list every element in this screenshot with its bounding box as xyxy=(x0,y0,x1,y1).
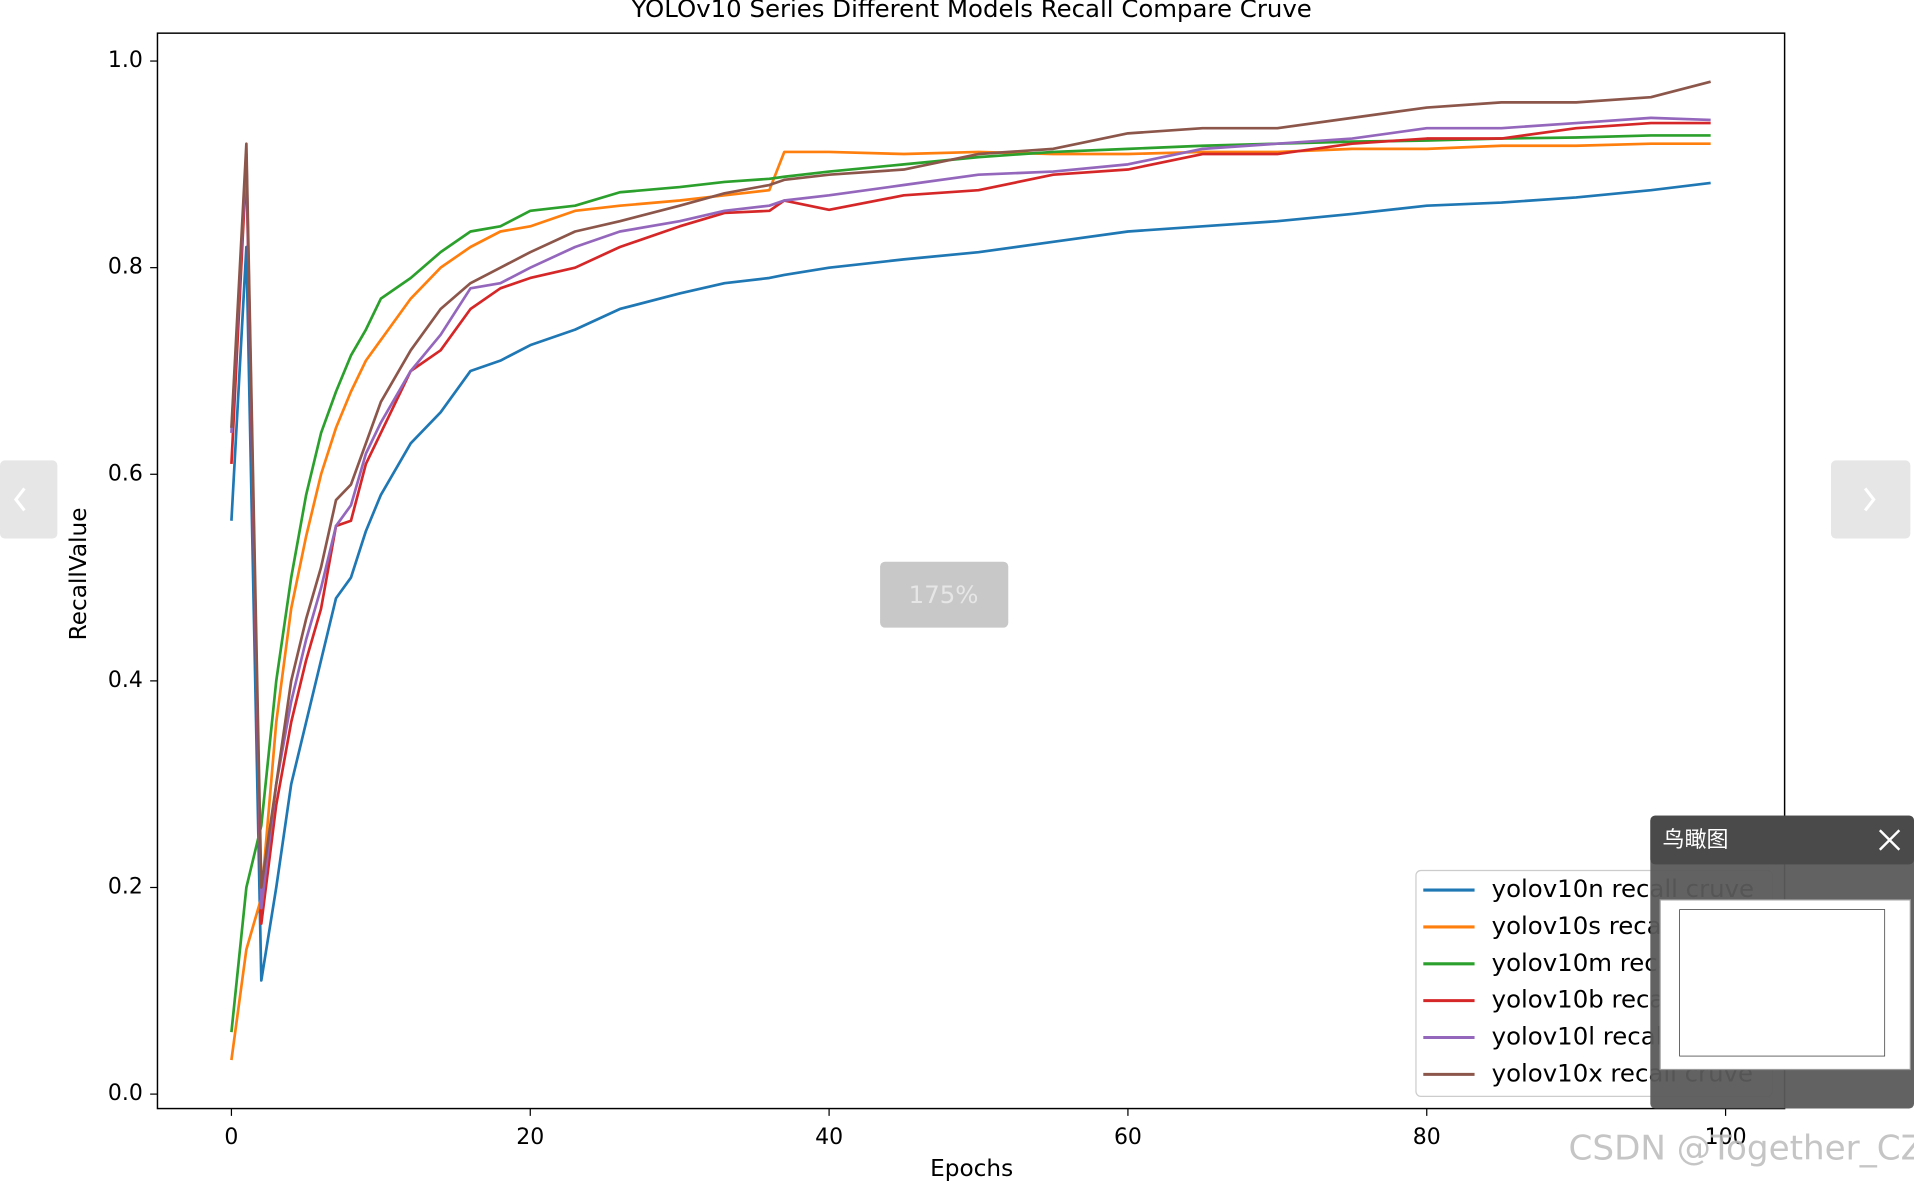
y-tick-label: 0.4 xyxy=(108,668,143,693)
x-tick-label: 40 xyxy=(815,1125,843,1150)
x-tick-label: 0 xyxy=(224,1125,238,1150)
x-tick-label: 60 xyxy=(1114,1125,1142,1150)
x-tick-label: 80 xyxy=(1413,1125,1441,1150)
next-icon xyxy=(1863,487,1876,512)
zoom-level: 175% xyxy=(909,580,979,609)
minimap-thumb-frame xyxy=(1679,909,1886,1057)
series-line xyxy=(230,80,1711,889)
plot: 0 20 40 60 80 100 0.0 0.2 0.4 0.6 0.8 1.0 xyxy=(108,48,1747,1150)
y-tick-label: 1.0 xyxy=(108,48,143,73)
minimap-header xyxy=(1650,815,1914,865)
x-axis-label: Epochs xyxy=(930,1155,1013,1182)
prev-icon xyxy=(13,487,26,512)
minimap-title: 鸟瞰图 xyxy=(1663,828,1729,853)
y-tick-label: 0.6 xyxy=(108,461,143,486)
x-tick-label: 20 xyxy=(516,1125,544,1150)
watermark: CSDN @Together_CZ xyxy=(1569,1129,1914,1169)
series-line xyxy=(230,116,1711,910)
plot-frame xyxy=(156,32,1786,1110)
series-line xyxy=(230,181,1711,982)
minimap-close[interactable] xyxy=(1878,829,1901,851)
minimap: 鸟瞰图 xyxy=(1650,815,1914,1109)
chart-title: YOLOv10 Series Different Models Recall C… xyxy=(630,0,1311,23)
y-tick-label: 0.2 xyxy=(108,874,143,899)
next-button[interactable] xyxy=(1830,460,1911,539)
y-axis-label: RecallValue xyxy=(65,507,92,640)
prev-button[interactable] xyxy=(0,460,58,539)
y-tick-label: 0.0 xyxy=(108,1081,143,1106)
zoom-badge xyxy=(880,561,1009,628)
x-tick-label: 100 xyxy=(1705,1125,1747,1150)
series-line xyxy=(230,121,1711,925)
minimap-view[interactable] xyxy=(1659,899,1911,1071)
y-tick-label: 0.8 xyxy=(108,255,143,280)
